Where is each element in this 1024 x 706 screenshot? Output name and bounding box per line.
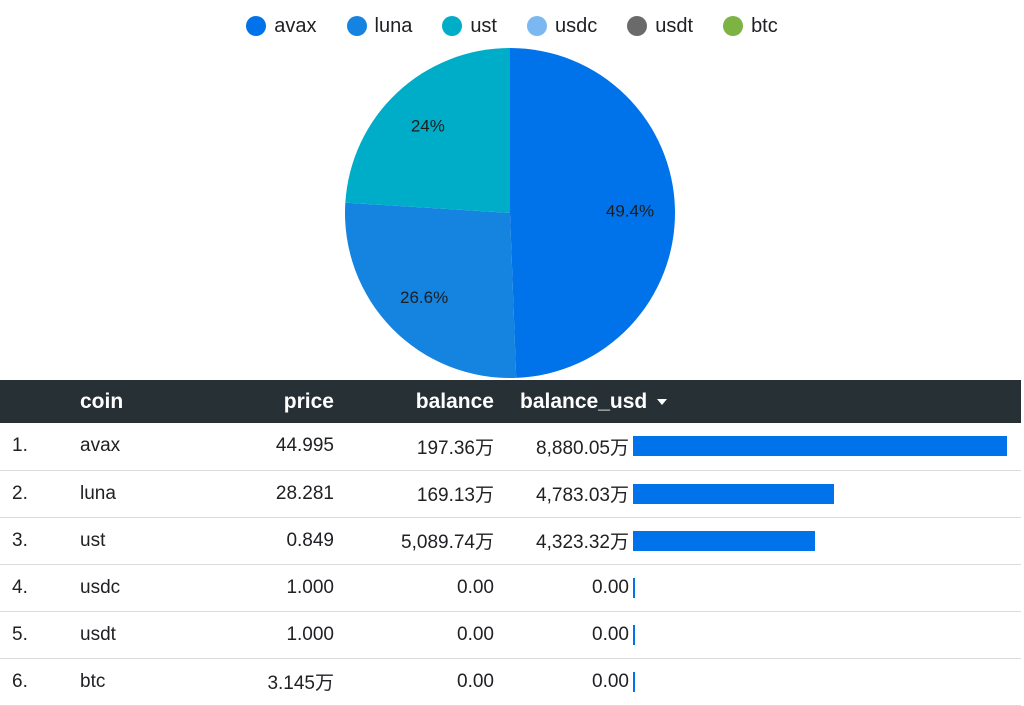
row-coin: usdt (80, 623, 116, 645)
row-coin: btc (80, 670, 106, 692)
header-price[interactable]: price (283, 389, 334, 413)
legend-item-luna[interactable]: luna (346, 14, 413, 38)
legend-label: avax (274, 14, 317, 37)
table-row[interactable]: 2. luna 28.281 169.13万 4,783.03万 (0, 470, 1021, 517)
row-price: 1.000 (286, 623, 334, 645)
row-bar-cell (633, 611, 1021, 658)
row-coin: ust (80, 529, 106, 551)
row-coin: avax (80, 435, 121, 457)
row-balance: 0.00 (457, 623, 494, 645)
row-balance-usd: 4,783.03万 (536, 485, 629, 506)
table-row[interactable]: 3. ust 0.849 5,089.74万 4,323.32万 (0, 517, 1021, 564)
legend-item-ust[interactable]: ust (442, 15, 497, 38)
balance-usd-bar (633, 577, 635, 598)
header-balance-usd[interactable]: balance_usd (498, 380, 668, 423)
legend-item-usdt[interactable]: usdt (627, 15, 693, 38)
balance-usd-bar (633, 624, 635, 645)
balance-usd-bar (633, 530, 816, 551)
pie-slice-label-ust: 24% (411, 117, 445, 136)
row-index: 2. (12, 482, 28, 504)
table-row[interactable]: 4. usdc 1.000 0.00 0.00 (0, 564, 1021, 611)
legend-item-btc[interactable]: btc (723, 15, 778, 38)
chart-legend: avax luna ust usdc usdt btc (0, 10, 1024, 42)
row-balance-usd: 0.00 (592, 576, 629, 598)
row-price: 0.849 (286, 529, 334, 551)
bar-track (633, 483, 1007, 504)
table-row[interactable]: 1. avax 44.995 197.36万 8,880.05万 (0, 423, 1021, 470)
table-row[interactable]: 6. btc 3.145万 0.00 0.00 (0, 658, 1021, 705)
row-bar-cell (633, 517, 1021, 564)
header-balance-usd-label: balance_usd (520, 389, 648, 413)
row-balance-usd: 0.00 (592, 623, 629, 645)
row-balance: 169.13万 (416, 485, 494, 506)
row-balance: 0.00 (457, 670, 494, 692)
header-balance[interactable]: balance (415, 389, 494, 413)
row-bar-cell (633, 564, 1021, 611)
row-index: 1. (12, 435, 28, 457)
row-balance-usd: 0.00 (592, 670, 629, 692)
coin-table: coin price balance balance_usd 1. avax 44.… (0, 380, 1021, 706)
legend-label: ust (470, 14, 497, 37)
legend-dot-icon (723, 16, 744, 36)
header-index (0, 380, 68, 423)
row-balance: 0.00 (457, 576, 494, 598)
pie-slice-label-avax: 49.4% (606, 202, 654, 221)
balance-usd-bar (633, 483, 835, 504)
header-coin[interactable]: coin (80, 389, 124, 413)
legend-dot-icon (527, 16, 547, 36)
row-index: 5. (12, 623, 28, 645)
legend-label: btc (751, 14, 778, 37)
pie-slice-label-luna: 26.6% (400, 288, 448, 307)
bar-track (633, 436, 1007, 457)
row-bar-cell (633, 423, 1021, 470)
bar-track (633, 624, 1007, 645)
legend-item-avax[interactable]: avax (246, 14, 317, 38)
row-balance-usd: 4,323.32万 (536, 532, 629, 553)
row-price: 44.995 (275, 435, 334, 457)
legend-dot-icon (442, 16, 463, 36)
bar-track (633, 530, 1007, 551)
legend-item-usdc[interactable]: usdc (527, 15, 597, 38)
row-price: 3.145万 (267, 673, 334, 694)
table-row[interactable]: 5. usdt 1.000 0.00 0.00 (0, 611, 1021, 658)
legend-label: usdc (555, 14, 598, 37)
pie-chart: 49.4% 26.6% 24% (344, 48, 675, 378)
balance-usd-bar (633, 436, 1007, 457)
bar-track (633, 577, 1007, 598)
row-balance-usd: 8,880.05万 (536, 437, 629, 459)
row-coin: usdc (80, 576, 121, 598)
row-price: 28.281 (275, 482, 334, 504)
legend-dot-icon (246, 16, 267, 36)
bar-track (633, 671, 1007, 692)
row-balance: 197.36万 (416, 437, 494, 459)
legend-label: luna (374, 14, 413, 37)
row-index: 3. (12, 529, 28, 551)
legend-dot-icon (346, 16, 367, 36)
row-coin: luna (80, 482, 116, 504)
row-price: 1.000 (286, 576, 334, 598)
balance-usd-bar (633, 671, 635, 692)
row-bar-cell (633, 470, 1021, 517)
row-index: 4. (12, 576, 28, 598)
pie-slice-avax[interactable] (510, 48, 675, 378)
pie-slice-ust[interactable] (345, 48, 510, 213)
header-bar (633, 380, 1021, 423)
legend-label: usdt (655, 14, 694, 37)
row-balance: 5,089.74万 (401, 532, 494, 553)
table-header-row: coin price balance balance_usd (0, 380, 1021, 423)
legend-dot-icon (627, 16, 648, 36)
row-index: 6. (12, 670, 28, 692)
pie-slice-luna[interactable] (344, 202, 517, 378)
caret-down-icon[interactable] (657, 398, 668, 405)
row-bar-cell (633, 658, 1021, 705)
